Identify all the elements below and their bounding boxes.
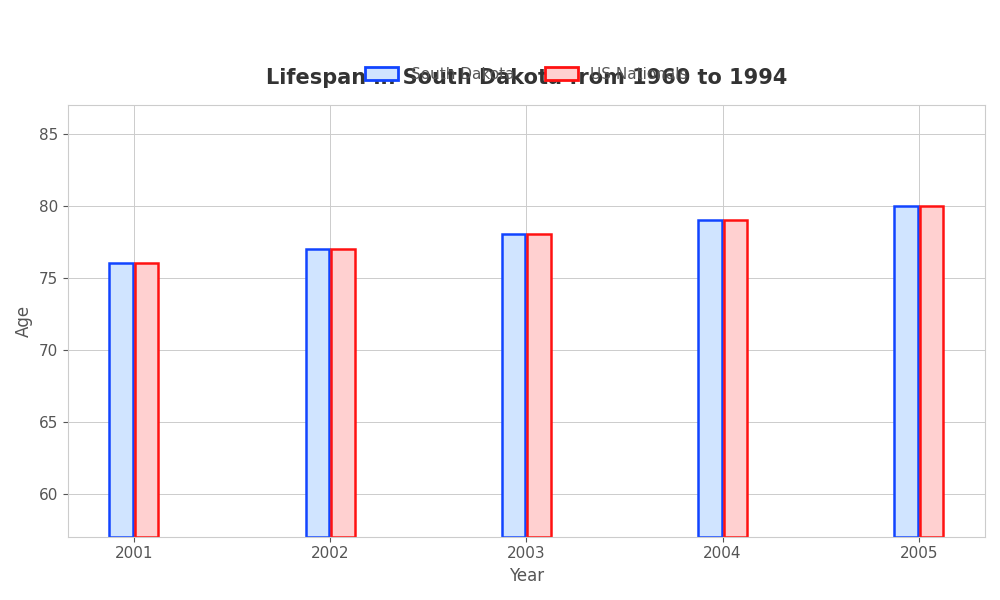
Bar [894,206,918,537]
Bar [331,249,355,537]
Bar [135,263,158,537]
Title: Lifespan in South Dakota from 1960 to 1994: Lifespan in South Dakota from 1960 to 19… [266,68,787,88]
Bar [306,249,329,537]
Bar [502,235,525,537]
Bar [920,206,943,537]
Bar [109,263,133,537]
Bar [698,220,722,537]
Y-axis label: Age: Age [15,305,33,337]
Bar [724,220,747,537]
Bar [527,235,551,537]
X-axis label: Year: Year [509,567,544,585]
Legend: South Dakota, US Nationals: South Dakota, US Nationals [359,61,694,88]
